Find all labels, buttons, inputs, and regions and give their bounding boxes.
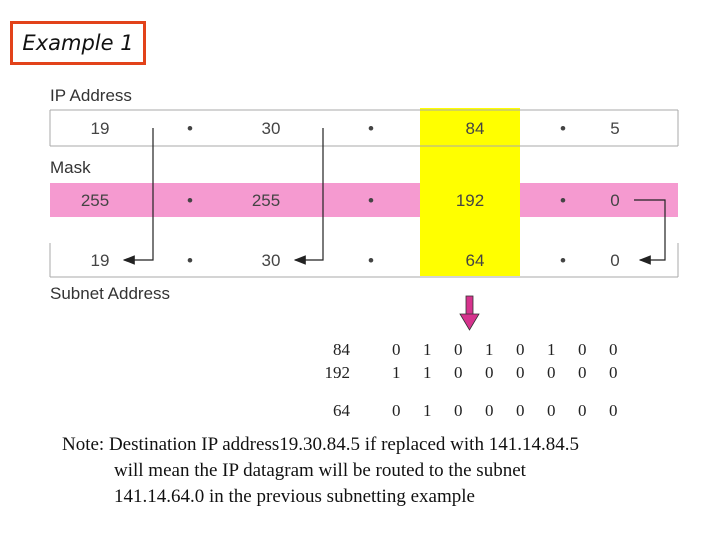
binary-bit: 1 xyxy=(392,363,401,382)
binary-bit: 0 xyxy=(516,401,525,420)
note-line-3: 141.14.64.0 in the previous subnetting e… xyxy=(114,486,475,507)
subnet-dot-1: • xyxy=(187,251,193,270)
subnet-dot-2: • xyxy=(368,251,374,270)
highlight-column xyxy=(420,108,520,276)
mask-dot-3: • xyxy=(560,191,566,210)
subnet-octet-3: 64 xyxy=(465,251,485,270)
binary-bit: 0 xyxy=(609,340,618,359)
binary-dec: 84 xyxy=(333,340,350,359)
ip-octet-3: 84 xyxy=(465,119,485,138)
binary-bit: 0 xyxy=(392,340,401,359)
title-box xyxy=(10,21,146,65)
arrow-30 xyxy=(293,128,324,265)
mask-label: Mask xyxy=(50,158,91,177)
subnet-octet-4: 0 xyxy=(610,251,620,270)
binary-bit: 0 xyxy=(454,340,463,359)
subnet-octet-2: 30 xyxy=(261,251,281,270)
binary-bit: 0 xyxy=(454,401,463,420)
binary-bit: 1 xyxy=(423,363,432,382)
binary-bit: 0 xyxy=(547,363,556,382)
ip-dot-3: • xyxy=(560,119,566,138)
binary-bit: 0 xyxy=(485,401,494,420)
binary-bit: 0 xyxy=(578,340,587,359)
ip-dot-1: • xyxy=(187,119,193,138)
mask-octet-1: 255 xyxy=(80,191,110,210)
binary-bit: 1 xyxy=(547,340,556,359)
binary-bit: 0 xyxy=(516,340,525,359)
binary-bit: 0 xyxy=(609,363,618,382)
arrow-0 xyxy=(634,199,666,265)
mask-band xyxy=(50,183,678,217)
subnet-dot-3: • xyxy=(560,251,566,270)
mask-octet-4: 0 xyxy=(610,191,620,210)
subnet-octet-1: 19 xyxy=(90,251,110,270)
ip-octet-1: 19 xyxy=(90,119,110,138)
binary-bit: 1 xyxy=(423,401,432,420)
note-line-1: Note: Destination IP address19.30.84.5 i… xyxy=(62,434,579,455)
note-text: Note: Destination IP address19.30.84.5 i… xyxy=(62,432,712,510)
binary-bit: 0 xyxy=(578,363,587,382)
binary-dec: 64 xyxy=(333,401,350,420)
binary-bit: 0 xyxy=(578,401,587,420)
note-line-2: will mean the IP datagram will be routed… xyxy=(114,460,526,481)
ip-octet-2: 30 xyxy=(261,119,281,138)
pink-arrow-shaft xyxy=(465,295,474,317)
ip-dot-2: • xyxy=(368,119,374,138)
page-title: Example 1 xyxy=(22,31,134,55)
binary-bit: 0 xyxy=(547,401,556,420)
binary-bit: 1 xyxy=(485,340,494,359)
binary-bit: 1 xyxy=(423,340,432,359)
mask-dot-2: • xyxy=(368,191,374,210)
ip-address-label: IP Address xyxy=(50,86,132,105)
ip-octet-4: 5 xyxy=(610,119,620,138)
mask-dot-1: • xyxy=(187,191,193,210)
binary-bit: 0 xyxy=(392,401,401,420)
binary-bit: 0 xyxy=(485,363,494,382)
mask-octet-2: 255 xyxy=(251,191,281,210)
mask-octet-3: 192 xyxy=(455,191,485,210)
binary-bit: 0 xyxy=(454,363,463,382)
binary-bit: 0 xyxy=(516,363,525,382)
arrow-19 xyxy=(122,128,154,265)
binary-bit: 0 xyxy=(609,401,618,420)
pink-arrow-head xyxy=(459,313,480,331)
binary-dec: 192 xyxy=(324,363,351,382)
subnet-address-label: Subnet Address xyxy=(50,284,171,303)
